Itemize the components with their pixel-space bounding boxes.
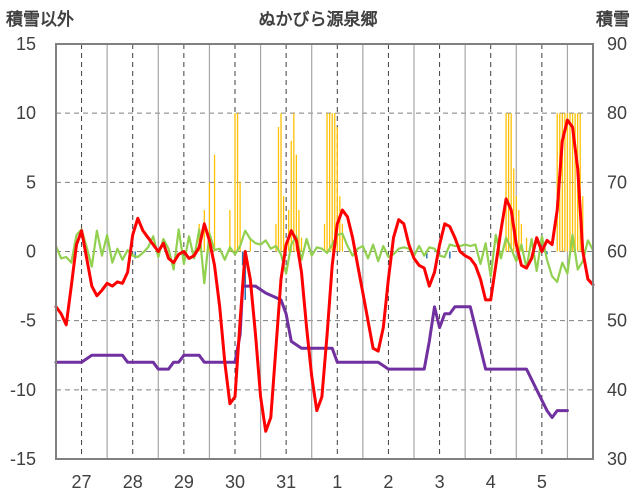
precipitation-bar (582, 196, 584, 252)
precipitation-bar (341, 223, 344, 252)
precipitation-bar (507, 113, 510, 252)
precipitation-bar (298, 210, 300, 252)
precipitation-bar (300, 237, 303, 252)
precipitation-bar (277, 127, 280, 252)
x-tick-label: 3 (435, 472, 445, 492)
y-right-axis-label: 積雪 (596, 9, 630, 30)
x-tick-label: 29 (174, 472, 194, 492)
precipitation-bar (213, 154, 216, 252)
precipitation-bar (208, 182, 211, 252)
negative-bar (449, 251, 451, 259)
precipitation-bar (518, 210, 520, 252)
precipitation-bar (336, 127, 338, 252)
x-tick-label: 28 (123, 472, 143, 492)
x-tick-labels: 27 28 29 30 31 1 2 3 4 5 (72, 472, 547, 492)
wind-line (54, 228, 595, 285)
plot-frame (55, 43, 594, 460)
y-left-tick-label: -15 (10, 449, 36, 469)
negative-bars (134, 251, 548, 300)
precipitation-bar (239, 182, 241, 252)
temperature-line (54, 118, 595, 433)
y-left-axis-label: 積雪以外 (6, 9, 74, 30)
precipitation-bar (328, 113, 331, 252)
precipitation-bar (326, 113, 328, 252)
precipitation-bar (339, 196, 341, 252)
precipitation-bar (564, 113, 566, 252)
precipitation-bar (561, 113, 563, 252)
precipitation-bar (566, 113, 569, 252)
precipitation-bar (293, 113, 295, 252)
precipitation-bar (236, 113, 239, 252)
y-right-tick-label: 30 (607, 449, 627, 469)
y-left-tick-label: 10 (16, 103, 36, 123)
negative-bar (241, 251, 244, 266)
precipitation-bar (579, 113, 581, 252)
y-left-tick-label: -5 (20, 311, 36, 331)
precipitation-bar (234, 113, 236, 252)
negative-bar (426, 251, 428, 259)
precipitation-bar (525, 237, 528, 252)
precipitation-bar (288, 210, 290, 252)
y-right-tick-label: 60 (607, 242, 627, 262)
x-tick-label: 4 (486, 472, 496, 492)
x-tick-label: 31 (276, 472, 296, 492)
chart-title: ぬかびら源泉郷 (259, 9, 378, 30)
precipitation-bar (515, 196, 517, 252)
negative-bar (546, 251, 548, 255)
precipitation-bar (571, 113, 574, 252)
y-left-tick-label: 5 (26, 172, 36, 192)
y-left-tick-label: 0 (26, 242, 36, 262)
x-tick-label: 2 (383, 472, 393, 492)
y-right-tick-label: 90 (607, 34, 627, 54)
y-left-tick-label: 15 (16, 34, 36, 54)
y-right-tick-label: 70 (607, 172, 627, 192)
precipitation-bar (229, 210, 231, 252)
precipitation-bar (282, 196, 285, 252)
precipitation-bar (510, 113, 512, 252)
y-right-tick-label: 50 (607, 311, 627, 331)
y-left-tick-label: -10 (10, 380, 36, 400)
precipitation-bar (249, 237, 251, 252)
precipitation-bar (290, 140, 292, 252)
series-lines (54, 118, 595, 433)
precipitation-bar (280, 113, 282, 252)
precipitation-bar (574, 113, 576, 252)
y-left-tick-labels: 15 10 5 0 -5 -10 -15 (10, 34, 36, 469)
precipitation-bar (323, 223, 326, 252)
precipitation-bar (513, 168, 515, 252)
x-tick-label: 5 (537, 472, 547, 492)
precipitation-bar (556, 113, 558, 252)
precipitation-bar (331, 113, 333, 252)
snow-depth-line (54, 284, 569, 419)
precipitation-bar (505, 113, 507, 252)
y-right-tick-label: 40 (607, 380, 627, 400)
negative-bar (438, 251, 441, 256)
precipitation-bar (569, 113, 571, 252)
x-tick-label: 30 (225, 472, 245, 492)
negative-bar (244, 251, 246, 300)
x-tick-label: 27 (72, 472, 92, 492)
x-tick-label: 1 (332, 472, 342, 492)
precipitation-bar (334, 113, 336, 252)
precipitation-bar (275, 223, 277, 252)
y-right-tick-labels: 90 80 70 60 50 40 30 (607, 34, 627, 469)
precipitation-bar (520, 223, 523, 252)
precipitation-bar (295, 154, 298, 252)
y-right-tick-label: 80 (607, 103, 627, 123)
negative-bar (134, 251, 137, 259)
